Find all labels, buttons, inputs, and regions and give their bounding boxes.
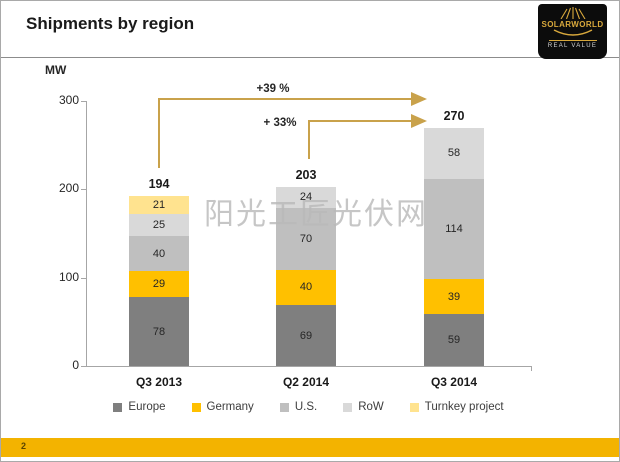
- y-tick-label: 0: [72, 358, 79, 372]
- y-axis-unit-label: MW: [45, 63, 67, 77]
- growth-annotation: +39 %: [256, 83, 290, 95]
- bar-total-label: 270: [443, 108, 465, 123]
- header-divider: [1, 57, 619, 58]
- legend-swatch: [343, 402, 353, 412]
- legend-item-germany: Germany: [191, 401, 254, 413]
- growth-arrow-1: [308, 114, 427, 159]
- x-axis-line: [86, 366, 531, 367]
- page-title: Shipments by region: [26, 14, 195, 33]
- segment-value: 29: [152, 278, 166, 291]
- legend-swatch: [279, 402, 289, 412]
- footer-bar: 2: [1, 438, 619, 457]
- legend-swatch: [191, 402, 201, 412]
- bar-segment-germany: 40: [276, 269, 336, 306]
- logo-tagline: REAL VALUE: [547, 43, 598, 49]
- bar-segment-row: 24: [276, 186, 336, 208]
- x-axis-end-tick: [531, 366, 532, 371]
- segment-value: 58: [447, 147, 461, 160]
- y-tick-mark: [81, 101, 86, 102]
- logo-brand-text: SOLARWORLD: [541, 20, 604, 29]
- segment-value: 70: [299, 232, 313, 245]
- bar-total-label: 203: [295, 167, 317, 182]
- growth-annotation: + 33%: [263, 117, 297, 129]
- legend-label: Turnkey project: [424, 401, 504, 413]
- x-axis-category-label: Q3 2013: [135, 375, 183, 389]
- x-axis-category-label: Q2 2014: [282, 375, 330, 389]
- legend: Europe Germany U.S. RoW Turnkey project: [86, 401, 531, 413]
- watermark: 阳光工匠光伏网: [204, 198, 428, 231]
- segment-value: 40: [299, 281, 313, 294]
- solarworld-logo: SOLARWORLD REAL VALUE: [538, 4, 607, 59]
- segment-value: 59: [447, 333, 461, 346]
- segment-value: 39: [447, 290, 461, 303]
- segment-value: 114: [445, 223, 463, 236]
- bar-segment-germany: 39: [424, 279, 484, 314]
- legend-item-u-s-: U.S.: [279, 401, 318, 413]
- y-tick-mark: [81, 189, 86, 191]
- bar-segment-germany: 29: [129, 271, 189, 298]
- x-axis-category-label: Q3 2014: [430, 375, 478, 389]
- legend-label: RoW: [358, 401, 384, 413]
- segment-value: 78: [152, 325, 166, 338]
- y-tick-mark: [81, 277, 86, 279]
- bar-segment-u-s-: 40: [129, 236, 189, 272]
- legend-label: Europe: [128, 401, 166, 413]
- logo-divider-line: [548, 40, 597, 41]
- bar-segment-u-s-: 114: [424, 178, 484, 280]
- segment-value: 69: [299, 329, 313, 342]
- sun-rays-icon: [560, 7, 585, 19]
- legend-swatch: [113, 402, 123, 412]
- shipments-chart: MW 阳光工匠光伏网 0 100 200 300 78 29 40 25 21 194 Q3 201…: [1, 58, 619, 438]
- logo-arc-icon: [553, 29, 592, 36]
- bar-segment-europe: 78: [129, 297, 189, 366]
- y-axis-line: [86, 101, 87, 366]
- y-tick-label: 300: [58, 93, 79, 107]
- bar-total-label: 194: [148, 176, 170, 191]
- legend-label: U.S.: [294, 401, 318, 413]
- segment-value: 40: [152, 247, 166, 260]
- bar-segment-row: 25: [129, 214, 189, 237]
- y-tick-label: 100: [58, 269, 79, 284]
- legend-item-europe: Europe: [113, 401, 166, 413]
- bar-segment-europe: 69: [276, 305, 336, 366]
- segment-value: 25: [152, 219, 166, 232]
- legend-item-row: RoW: [343, 401, 384, 413]
- y-tick-mark: [81, 366, 86, 367]
- bar-segment-row: 58: [424, 127, 484, 179]
- segment-value: 21: [152, 198, 166, 211]
- page-number: 2: [21, 441, 27, 451]
- bar-segment-europe: 59: [424, 313, 484, 366]
- bar-segment-u-s-: 70: [276, 207, 336, 270]
- legend-swatch: [409, 402, 419, 412]
- bar-segment-turnkey-project: 21: [129, 195, 189, 215]
- y-tick-label: 200: [58, 181, 79, 196]
- growth-arrow-0: [158, 92, 427, 168]
- legend-item-turnkey-project: Turnkey project: [409, 401, 504, 413]
- segment-value: 24: [299, 191, 313, 204]
- legend-label: Germany: [206, 401, 254, 413]
